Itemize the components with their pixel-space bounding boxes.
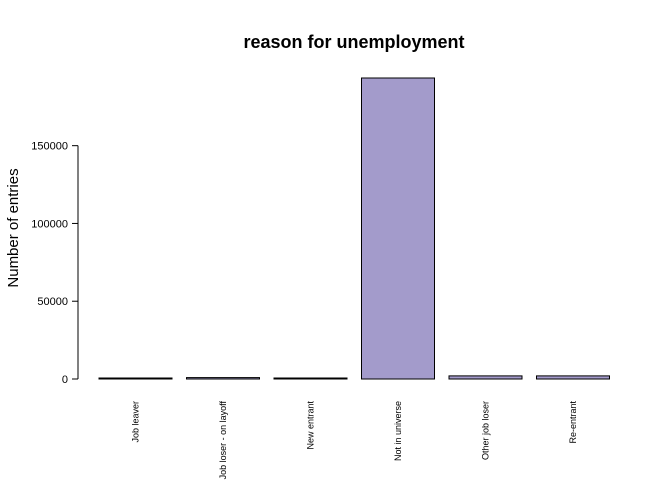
y-axis-label: Number of entries <box>5 168 22 287</box>
bar <box>273 377 348 380</box>
y-tick-label: 100000 <box>31 218 68 230</box>
x-axis-labels: Job leaver Job loser - on layoff New entra… <box>131 401 579 480</box>
x-tick-label: New entrant <box>306 401 316 450</box>
bar <box>448 375 523 380</box>
bar <box>98 377 173 380</box>
bar <box>186 377 260 380</box>
y-tick-label: 150000 <box>31 141 68 153</box>
x-tick-label: Job loser - on layoff <box>218 401 228 480</box>
bar <box>536 375 610 380</box>
x-tick-label: Job leaver <box>131 401 141 443</box>
y-tick-label: 0 <box>62 374 68 386</box>
bar <box>361 77 435 380</box>
x-tick-label: Re-entrant <box>568 401 578 444</box>
bars <box>98 77 610 380</box>
x-tick-label: Other job loser <box>481 401 491 460</box>
y-tick-label: 50000 <box>37 296 68 308</box>
x-tick-label: Not in universe <box>393 401 403 461</box>
chart-title: reason for unemployment <box>243 32 464 52</box>
y-axis: 0 50000 100000 150000 <box>31 141 79 386</box>
